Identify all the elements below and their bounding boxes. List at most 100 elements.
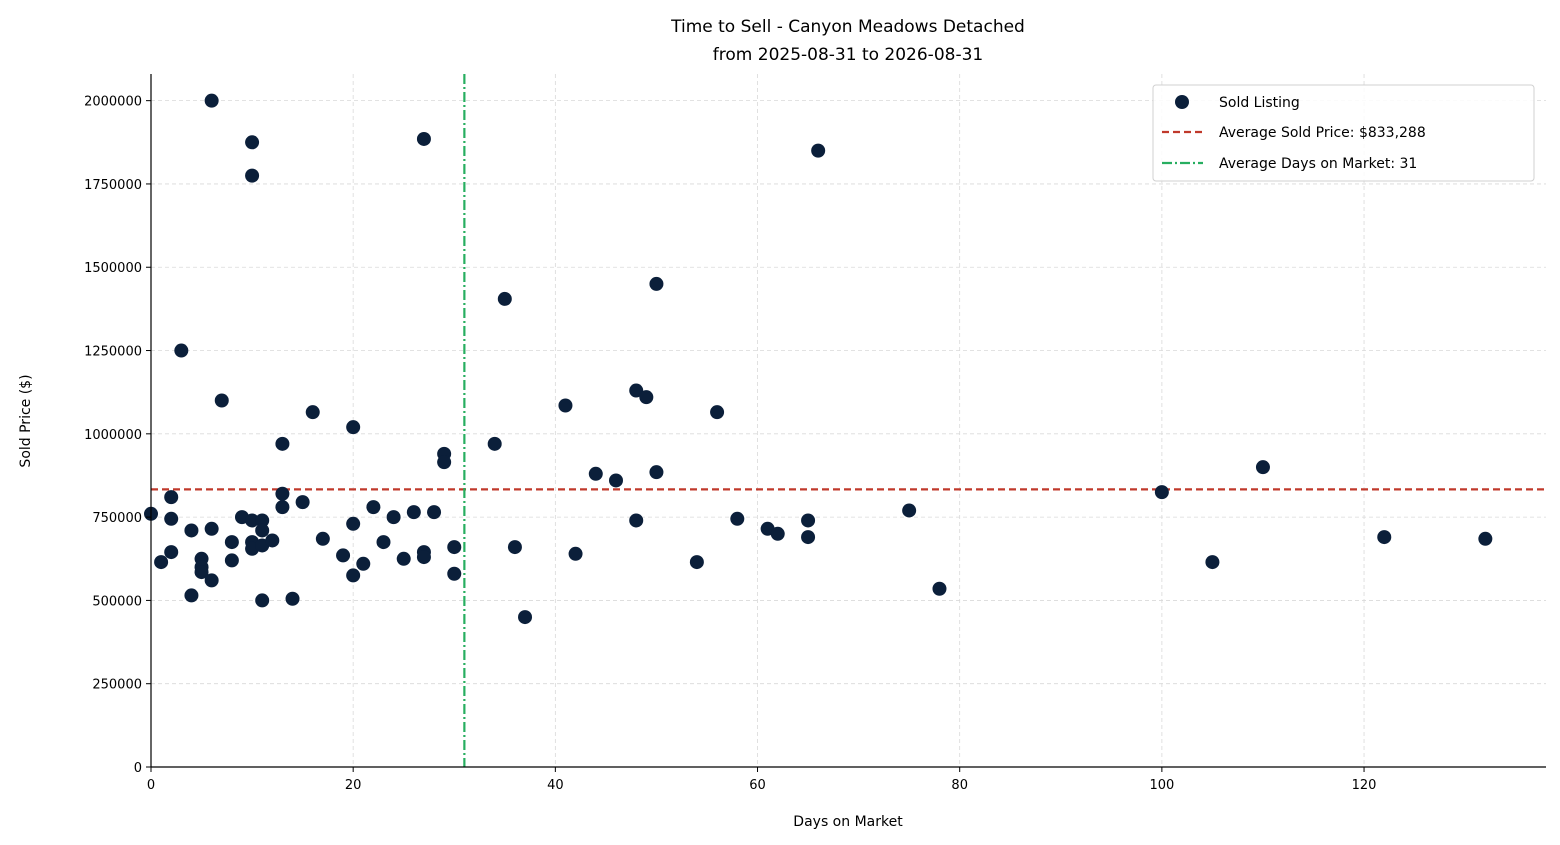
chart-title-line1: Time to Sell - Canyon Meadows Detached bbox=[670, 17, 1025, 37]
scatter-point bbox=[164, 490, 179, 505]
scatter-point bbox=[416, 550, 431, 565]
scatter-point bbox=[689, 555, 704, 570]
scatter-point bbox=[801, 513, 816, 528]
y-tick-label: 1000000 bbox=[84, 428, 142, 443]
scatter-point bbox=[518, 610, 533, 625]
y-tick-label: 750000 bbox=[92, 511, 142, 526]
scatter-point bbox=[245, 168, 260, 183]
scatter-point bbox=[427, 505, 442, 520]
scatter-point bbox=[285, 591, 300, 606]
scatter-point bbox=[346, 568, 361, 583]
y-tick-label: 0 bbox=[134, 761, 142, 776]
y-tick-label: 1500000 bbox=[84, 261, 142, 276]
scatter-point bbox=[224, 535, 239, 550]
scatter-point bbox=[305, 405, 320, 420]
y-tick-label: 2000000 bbox=[84, 95, 142, 110]
scatter-point bbox=[447, 566, 462, 581]
scatter-point bbox=[366, 500, 381, 515]
scatter-point bbox=[1377, 530, 1392, 545]
legend-label-avg-days: Average Days on Market: 31 bbox=[1219, 156, 1417, 172]
scatter-point bbox=[447, 540, 462, 555]
scatter-point bbox=[1205, 555, 1220, 570]
legend-frame bbox=[1152, 84, 1535, 182]
scatter-point bbox=[497, 291, 512, 306]
scatter-point bbox=[730, 511, 745, 526]
scatter-point bbox=[265, 533, 280, 548]
scatter-point bbox=[214, 393, 229, 408]
y-tick-label: 1250000 bbox=[84, 345, 142, 360]
scatter-point bbox=[649, 276, 664, 291]
y-tick-label: 250000 bbox=[92, 678, 142, 693]
scatter-point bbox=[710, 405, 725, 420]
legend-label-avg-price: Average Sold Price: $833,288 bbox=[1219, 125, 1426, 141]
scatter-point bbox=[184, 523, 199, 538]
scatter-point bbox=[245, 513, 260, 528]
scatter-point bbox=[386, 510, 401, 525]
scatter-point bbox=[255, 593, 270, 608]
x-tick-label: 0 bbox=[147, 778, 155, 793]
x-tick-label: 80 bbox=[951, 778, 968, 793]
scatter-point bbox=[588, 466, 603, 481]
scatter-point bbox=[255, 513, 270, 528]
y-tick-label: 1750000 bbox=[84, 178, 142, 193]
scatter-point bbox=[224, 553, 239, 568]
scatter-point bbox=[346, 420, 361, 435]
scatter-point bbox=[629, 383, 644, 398]
scatter-point bbox=[275, 486, 290, 501]
legend-marker-points bbox=[1175, 95, 1189, 109]
scatter-point bbox=[609, 473, 623, 488]
scatter-point bbox=[902, 503, 917, 518]
scatter-point bbox=[811, 143, 826, 158]
x-tick-label: 20 bbox=[345, 778, 362, 793]
scatter-point bbox=[629, 513, 644, 528]
scatter-point bbox=[164, 545, 179, 560]
axes bbox=[150, 74, 1546, 768]
scatter-point bbox=[164, 511, 179, 526]
x-tick-label: 60 bbox=[749, 778, 766, 793]
scatter-point bbox=[204, 521, 219, 536]
chart-title-line2: from 2025-08-31 to 2026-08-31 bbox=[713, 45, 983, 65]
x-axis-label: Days on Market bbox=[793, 814, 903, 830]
scatter-point bbox=[416, 131, 431, 146]
scatter-point bbox=[184, 588, 199, 603]
scatter-point bbox=[315, 531, 330, 546]
scatter-point bbox=[1478, 531, 1493, 546]
scatter-point bbox=[568, 546, 583, 561]
reference-lines bbox=[151, 74, 1546, 767]
scatter-point bbox=[406, 505, 421, 520]
scatter-point bbox=[275, 436, 290, 451]
scatter-point bbox=[487, 436, 502, 451]
scatter-point bbox=[154, 555, 169, 570]
scatter-point bbox=[194, 565, 209, 580]
scatter-point bbox=[174, 343, 189, 358]
scatter-point bbox=[255, 523, 270, 538]
scatter-point bbox=[275, 500, 290, 515]
scatter-point bbox=[558, 398, 573, 413]
legend-label-points: Sold Listing bbox=[1219, 95, 1300, 111]
scatter-point bbox=[245, 135, 260, 150]
scatter-point bbox=[204, 93, 219, 108]
y-axis-label: Sold Price ($) bbox=[18, 374, 34, 467]
scatter-point bbox=[649, 465, 664, 480]
scatter-point bbox=[346, 516, 361, 531]
scatter-point bbox=[932, 581, 947, 596]
x-tick-label: 40 bbox=[547, 778, 564, 793]
y-tick-label: 500000 bbox=[92, 594, 142, 609]
scatter-point bbox=[376, 535, 391, 550]
ticks: 0 20 40 60 80 100 120 0 250000 500000 750000 100000… bbox=[84, 95, 1376, 793]
scatter-point bbox=[356, 556, 371, 571]
scatter-point bbox=[639, 390, 654, 405]
scatter-point bbox=[204, 573, 219, 588]
scatter-point bbox=[1154, 485, 1169, 500]
scatter-point bbox=[770, 526, 785, 541]
scatter-point bbox=[295, 495, 310, 510]
scatter-point bbox=[507, 540, 522, 555]
scatter-point bbox=[1255, 460, 1270, 475]
scatter-point bbox=[801, 530, 816, 545]
scatter-point bbox=[396, 551, 411, 566]
scatter-point bbox=[336, 548, 351, 563]
points bbox=[144, 93, 1493, 625]
x-tick-label: 120 bbox=[1352, 778, 1377, 793]
legend: Sold Listing Average Sold Price: $833,28… bbox=[1152, 84, 1535, 182]
